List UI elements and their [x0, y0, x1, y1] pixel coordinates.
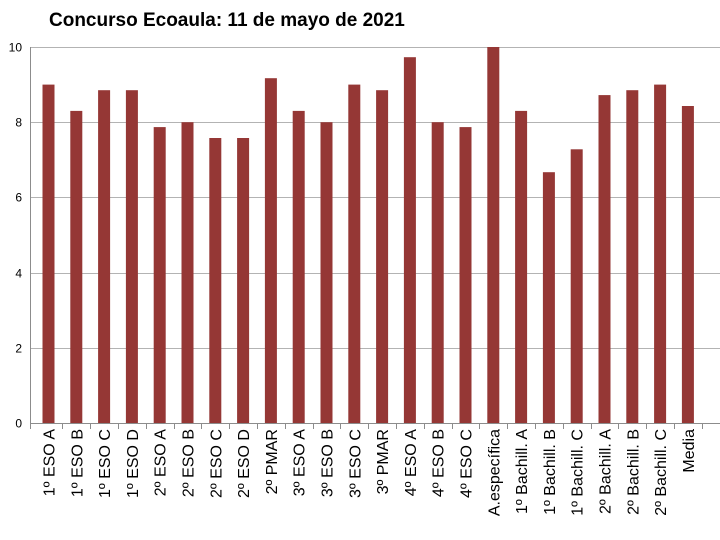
- bar: [209, 138, 222, 423]
- x-tick-label: 1º Bachill. B: [542, 429, 559, 515]
- bar: [98, 90, 111, 423]
- bar: [570, 149, 583, 424]
- x-tick-label: 2º Bachill. C: [653, 429, 670, 516]
- x-tick-label: A.específica: [486, 429, 503, 516]
- bar: [264, 78, 277, 423]
- x-tick-label: 2º PMAR: [264, 429, 281, 494]
- y-tick-label: 10: [9, 41, 23, 55]
- x-tick-labels: 1º ESO A 1º ESO B 1º ESO C 1º ESO D 2º ESO A…: [42, 429, 698, 516]
- bar: [542, 172, 555, 423]
- x-tick-label: 4º ESO C: [459, 429, 476, 498]
- x-tick-label: 1º Bachill. A: [514, 429, 531, 514]
- y-tick-labels: 0 2 4 6 8 10: [9, 41, 23, 431]
- bar: [42, 84, 55, 423]
- bar: [348, 84, 361, 423]
- x-tick-label: 1º ESO D: [125, 429, 142, 498]
- bar: [320, 122, 333, 423]
- x-tick-label: 3º ESO A: [292, 429, 309, 497]
- x-tick-label: 3º ESO C: [347, 429, 364, 498]
- bar: [125, 90, 138, 423]
- bar: [70, 110, 83, 424]
- y-tick-label: 6: [15, 191, 22, 205]
- x-tick-label: 1º Bachill. C: [570, 429, 587, 516]
- x-tick-label: Media: [681, 429, 698, 473]
- bar: [681, 106, 694, 423]
- bars: [42, 47, 694, 424]
- bar: [237, 138, 250, 423]
- y-tick-label: 2: [15, 342, 22, 356]
- bar: [376, 90, 389, 423]
- x-tick-label: 2º Bachill. A: [598, 429, 615, 514]
- x-tick-label: 2º ESO A: [153, 429, 170, 497]
- y-tick-label: 4: [15, 267, 22, 281]
- y-tick-label: 0: [15, 417, 22, 431]
- bar: [431, 122, 444, 423]
- bar: [459, 127, 472, 423]
- x-tick-label: 3º PMAR: [375, 429, 392, 494]
- x-tick-label: 2º Bachill. B: [625, 429, 642, 515]
- chart-title: Concurso Ecoaula: 11 de mayo de 2021: [49, 10, 405, 31]
- bar: [626, 90, 639, 423]
- x-tick-label: 4º ESO A: [403, 429, 420, 497]
- x-tick-label: 1º ESO B: [69, 429, 86, 497]
- bar: [487, 47, 500, 423]
- bar: [153, 127, 166, 423]
- y-tick-label: 8: [15, 116, 22, 130]
- x-tick-label: 2º ESO D: [236, 429, 253, 498]
- bar: [292, 110, 305, 424]
- axes: [30, 47, 720, 429]
- x-tick-label: 3º ESO B: [320, 429, 337, 497]
- bar: [654, 84, 667, 423]
- bar: [181, 122, 194, 423]
- x-tick-label: 4º ESO B: [431, 429, 448, 497]
- bar: [515, 110, 528, 424]
- x-tick-label: 2º ESO C: [208, 429, 225, 498]
- bar: [598, 95, 611, 423]
- bar: [403, 57, 416, 423]
- x-tick-label: 1º ESO A: [42, 429, 59, 497]
- x-tick-label: 2º ESO B: [181, 429, 198, 497]
- x-tick-label: 1º ESO C: [97, 429, 114, 498]
